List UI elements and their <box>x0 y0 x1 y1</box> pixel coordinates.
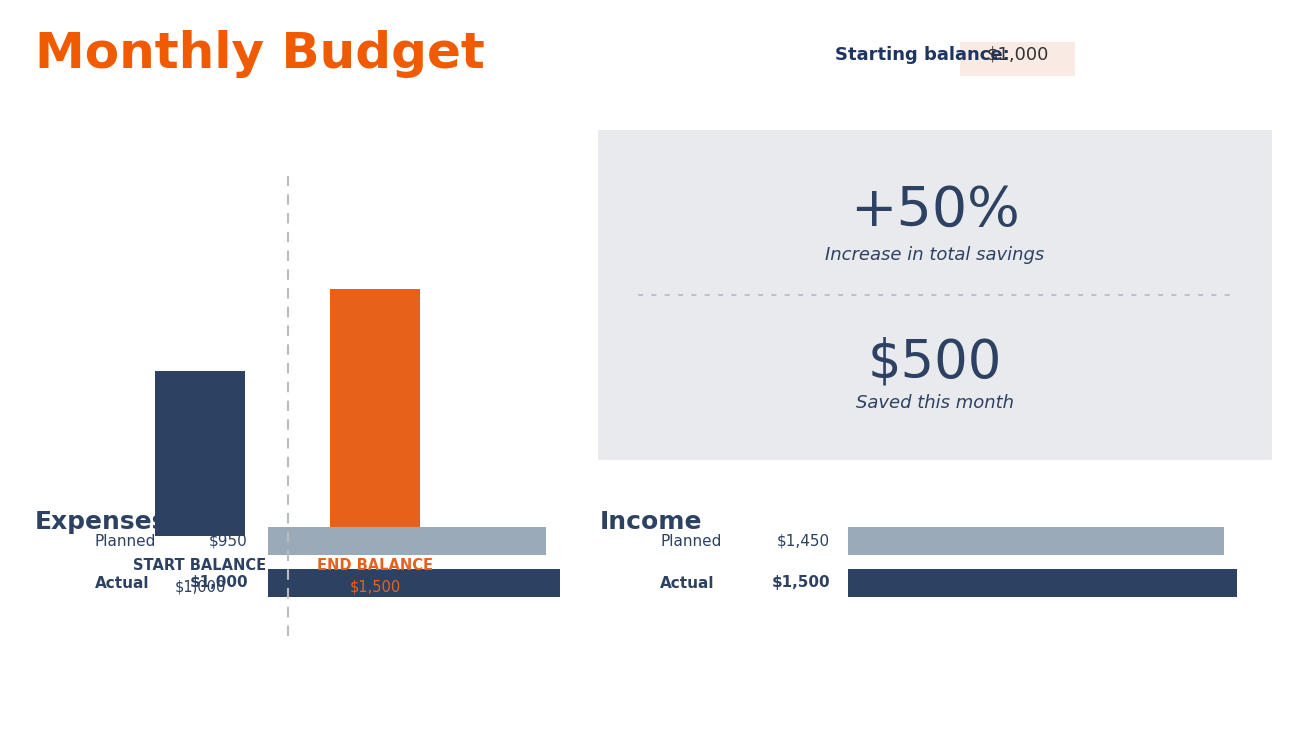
FancyBboxPatch shape <box>598 130 1271 460</box>
Text: Increase in total savings: Increase in total savings <box>826 246 1045 264</box>
Text: Planned: Planned <box>95 533 156 548</box>
Text: $1,000: $1,000 <box>987 46 1049 64</box>
FancyBboxPatch shape <box>959 42 1075 76</box>
Text: Monthly Budget: Monthly Budget <box>35 30 485 78</box>
Bar <box>848 527 1225 555</box>
Text: Income: Income <box>601 510 702 534</box>
Bar <box>155 371 244 536</box>
Text: $1,000: $1,000 <box>190 575 248 591</box>
Bar <box>330 289 420 536</box>
Bar <box>848 569 1238 597</box>
Text: END BALANCE: END BALANCE <box>317 558 433 573</box>
Text: Expenses: Expenses <box>35 510 168 534</box>
Text: $500: $500 <box>868 337 1002 389</box>
Text: Starting balance:: Starting balance: <box>835 46 1010 64</box>
Text: $1,500: $1,500 <box>771 575 829 591</box>
Text: Actual: Actual <box>95 575 150 591</box>
Text: $1,000: $1,000 <box>174 580 226 595</box>
Bar <box>268 569 560 597</box>
Text: Actual: Actual <box>660 575 715 591</box>
Text: $950: $950 <box>209 533 248 548</box>
Bar <box>268 527 546 555</box>
Text: $1,450: $1,450 <box>777 533 829 548</box>
Text: START BALANCE: START BALANCE <box>134 558 266 573</box>
Text: +50%: +50% <box>850 184 1020 238</box>
Text: Planned: Planned <box>660 533 722 548</box>
Text: $1,500: $1,500 <box>350 580 400 595</box>
Text: Saved this month: Saved this month <box>855 394 1014 412</box>
